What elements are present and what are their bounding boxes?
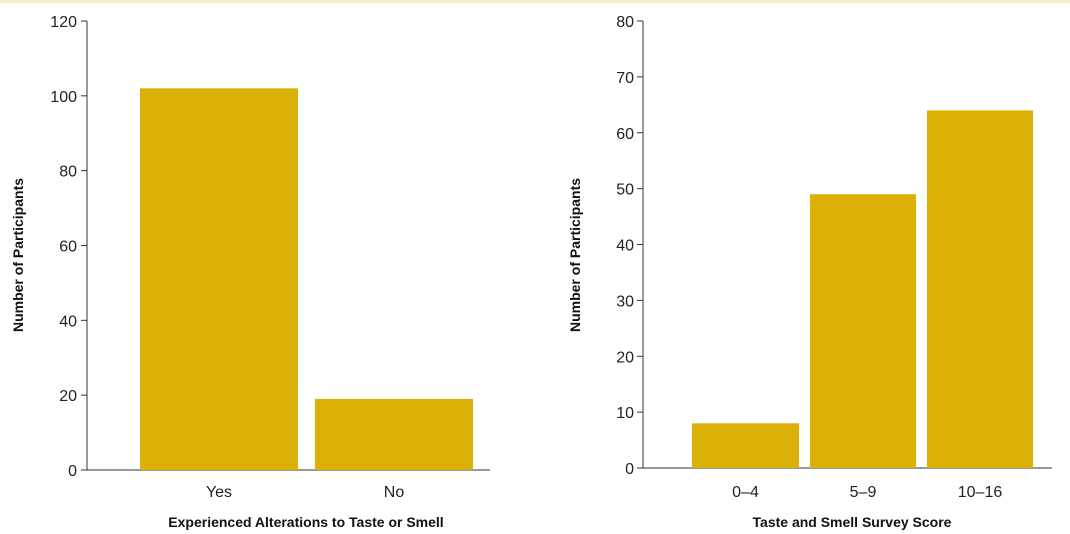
y-tick-labels: 0 10 20 30 40 50 60 70 80 bbox=[616, 14, 634, 478]
y-axis-title: Number of Participants bbox=[10, 178, 26, 332]
y-tick-label: 20 bbox=[59, 388, 77, 405]
y-tick-label: 40 bbox=[59, 313, 77, 330]
y-tick-label: 70 bbox=[616, 70, 634, 87]
y-tick-label: 0 bbox=[68, 463, 77, 480]
y-tick-label: 50 bbox=[616, 182, 634, 199]
x-tick-labels: Yes No bbox=[206, 484, 404, 501]
top-rule bbox=[0, 0, 1070, 3]
y-tick-label: 10 bbox=[616, 405, 634, 422]
bar bbox=[140, 88, 298, 470]
y-tick-label: 40 bbox=[616, 238, 634, 255]
bar bbox=[692, 423, 799, 468]
chart-survey-score: 0 10 20 30 40 50 60 70 80 0–4 5–9 10–16 Taste and … bbox=[567, 14, 1052, 530]
y-tick-label: 60 bbox=[616, 126, 634, 143]
x-tick-labels: 0–4 5–9 10–16 bbox=[732, 484, 1002, 501]
y-tick-label: 80 bbox=[59, 164, 77, 181]
x-tick-label: Yes bbox=[206, 484, 232, 501]
chart-bars bbox=[140, 88, 473, 470]
x-tick-label: 10–16 bbox=[958, 484, 1003, 501]
bar bbox=[810, 194, 916, 468]
y-tick-label: 120 bbox=[50, 14, 77, 31]
y-tick-label: 30 bbox=[616, 293, 634, 310]
x-tick-label: 5–9 bbox=[850, 484, 877, 501]
y-tick-labels: 0 20 40 60 80 100 120 bbox=[50, 14, 77, 480]
y-tick-label: 60 bbox=[59, 239, 77, 256]
y-tick-label: 20 bbox=[616, 349, 634, 366]
y-axis-title: Number of Participants bbox=[567, 178, 583, 332]
bar bbox=[927, 110, 1033, 469]
chart-bars bbox=[692, 110, 1033, 469]
y-tick-label: 100 bbox=[50, 89, 77, 106]
x-axis-title: Taste and Smell Survey Score bbox=[753, 514, 952, 530]
y-tick-label: 80 bbox=[616, 14, 634, 31]
bar bbox=[315, 398, 473, 470]
x-axis-title: Experienced Alterations to Taste or Smel… bbox=[168, 514, 443, 530]
x-tick-label: No bbox=[384, 484, 405, 501]
x-tick-label: 0–4 bbox=[732, 484, 759, 501]
chart-taste-smell-alterations: 0 20 40 60 80 100 120 Yes No Experienced Altera… bbox=[10, 14, 490, 530]
y-tick-label: 0 bbox=[625, 461, 634, 478]
